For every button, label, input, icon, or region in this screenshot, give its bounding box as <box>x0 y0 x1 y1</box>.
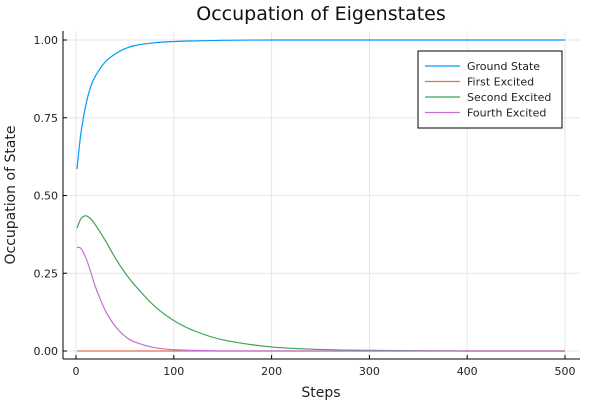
legend-label-fourth-excited: Fourth Excited <box>467 107 546 120</box>
y-tick-label-1: 0.25 <box>34 267 59 280</box>
series-lines <box>76 39 565 352</box>
legend: Ground State First Excited Second Excited F… <box>417 50 563 129</box>
legend-label-first-excited: First Excited <box>467 76 534 89</box>
y-tick-label-4: 1.00 <box>34 34 59 47</box>
series-line-ground-state <box>76 39 565 170</box>
legend-items: Ground State First Excited Second Excited F… <box>425 60 551 120</box>
y-tick-label-3: 0.75 <box>34 112 59 125</box>
chart-title: Occupation of Eigenstates <box>196 3 446 25</box>
x-tick-label-0: 0 <box>73 365 80 378</box>
legend-label-ground-state: Ground State <box>467 60 540 73</box>
x-axis-title: Steps <box>301 385 340 400</box>
y-tick-label-2: 0.50 <box>34 190 59 203</box>
legend-box <box>417 50 563 129</box>
x-tick-label-3: 300 <box>359 365 380 378</box>
x-tick-label-2: 200 <box>261 365 282 378</box>
x-tick-label-4: 400 <box>457 365 478 378</box>
x-tick-label-1: 100 <box>163 365 184 378</box>
series-line-second-excited <box>76 215 565 352</box>
y-ticks: 0.00 0.25 0.50 0.75 1.00 <box>34 34 67 358</box>
x-tick-label-5: 500 <box>555 365 576 378</box>
series-line-fourth-excited <box>76 246 565 352</box>
x-ticks: 0 100 200 300 400 500 <box>73 355 576 378</box>
y-tick-label-0: 0.00 <box>34 345 59 358</box>
y-axis-title: Occupation of State <box>3 125 19 264</box>
legend-label-second-excited: Second Excited <box>467 91 551 104</box>
